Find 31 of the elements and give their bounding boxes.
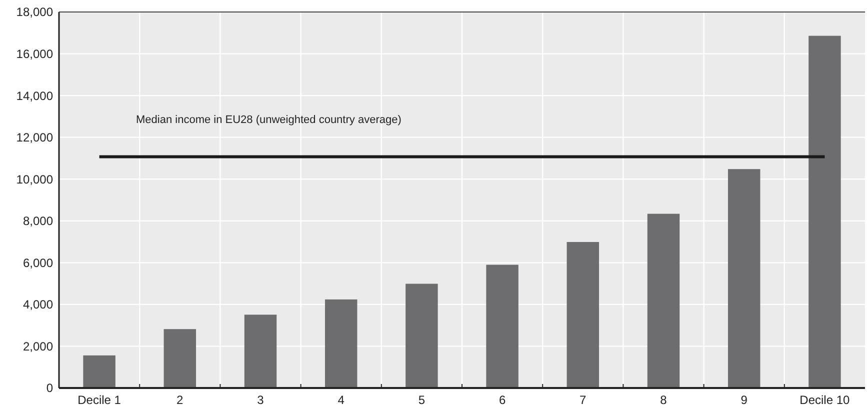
x-tick-label: 8	[660, 393, 668, 407]
y-tick-label: 18,000	[16, 5, 54, 20]
x-tick-label: 2	[176, 393, 184, 407]
x-tick-label: 6	[498, 393, 506, 407]
x-tick-label: 3	[257, 393, 264, 407]
y-tick-label: 4,000	[22, 298, 54, 312]
y-tick-label: 6,000	[22, 256, 54, 270]
bar	[406, 284, 438, 388]
x-tick-label: Decile 10	[800, 393, 850, 407]
bar	[808, 36, 841, 388]
y-tick-label: 12,000	[16, 130, 54, 145]
y-tick-label: 10,000	[16, 172, 54, 186]
y-tick-label: 0	[46, 381, 54, 396]
x-tick-label: 7	[580, 393, 587, 407]
ref-line-label: Median income in EU28 (unweighted country average)	[136, 114, 402, 126]
bar	[647, 214, 680, 388]
bar	[244, 314, 277, 388]
y-tick-label: 2,000	[22, 339, 54, 354]
y-tick-label: 16,000	[16, 46, 54, 61]
bar	[486, 264, 518, 388]
x-tick-label: 4	[338, 393, 345, 407]
x-tick-label: 5	[418, 393, 426, 407]
bar	[324, 299, 358, 388]
x-tick-label: 9	[740, 393, 748, 407]
bar	[83, 355, 116, 388]
x-tick-label: Decile 1	[78, 393, 122, 407]
bar	[728, 169, 760, 388]
y-tick-label: 8,000	[22, 214, 54, 228]
y-tick-label: 14,000	[16, 88, 54, 103]
bar	[566, 242, 600, 388]
bar	[164, 329, 196, 388]
